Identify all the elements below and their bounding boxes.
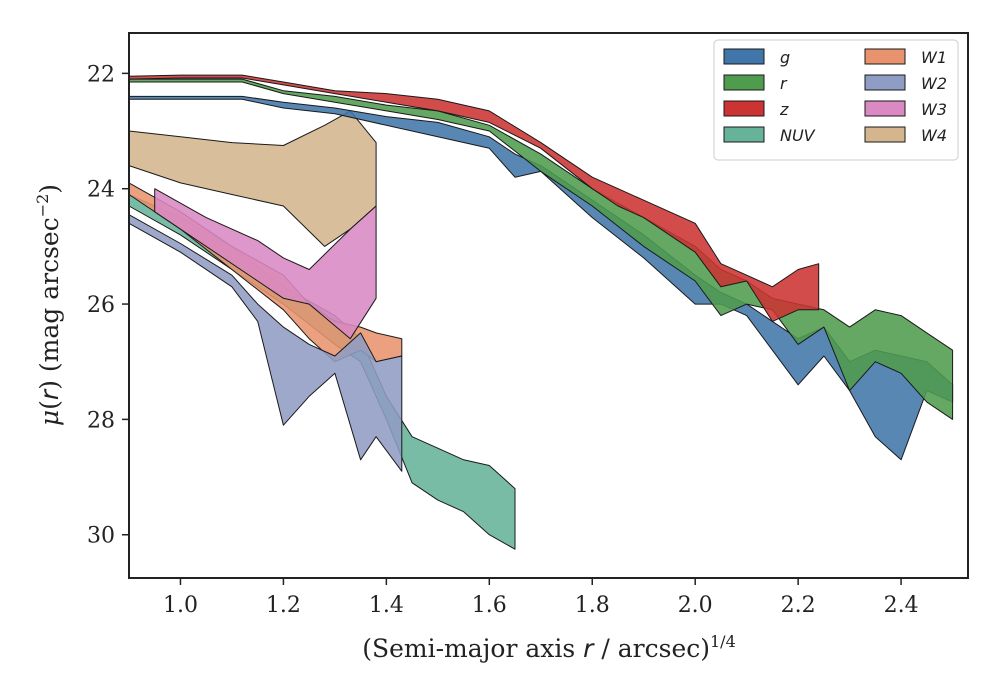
legend-swatch (723, 126, 765, 143)
y-axis-title: μ(r) (mag arcsec−2) (33, 184, 64, 426)
legend-label: r (780, 74, 788, 93)
x-tick-label: 1.8 (575, 593, 610, 618)
legend-swatch (723, 74, 765, 91)
x-axis-ticks: 1.0 1.2 1.4 1.6 1.8 2.0 2.2 2.4 (163, 578, 919, 618)
x-axis-title: (Semi-major axis r / arcsec)1/4 (362, 632, 736, 663)
legend-swatch (864, 74, 906, 91)
band-layer (128, 74, 954, 550)
x-tick-label: 2.4 (884, 593, 919, 618)
legend-label: W4 (921, 126, 947, 145)
y-tick-label: 28 (87, 408, 115, 433)
band-r (128, 78, 954, 420)
x-tick-label: 1.6 (472, 593, 507, 618)
x-tick-label: 1.2 (266, 593, 301, 618)
y-tick-label: 30 (87, 524, 115, 549)
legend-swatch (864, 100, 906, 117)
legend-swatch (723, 48, 765, 65)
plot-frame (128, 32, 969, 579)
y-tick-label: 22 (87, 62, 115, 87)
legend-swatch (864, 48, 906, 65)
y-tick-label: 26 (87, 293, 115, 318)
x-tick-label: 1.0 (163, 593, 198, 618)
x-tick-label: 2.0 (678, 593, 713, 618)
legend-swatch (723, 100, 765, 117)
legend: grz NUV W1 W2 W3 W4 (713, 39, 959, 161)
legend-swatch (864, 126, 906, 143)
x-tick-label: 2.2 (781, 593, 816, 618)
y-axis-ticks: 22 24 26 28 30 (87, 62, 129, 549)
legend-label: W1 (921, 48, 947, 67)
x-tick-label: 1.4 (369, 593, 404, 618)
band-w3 (154, 188, 377, 340)
band-z (128, 74, 820, 322)
legend-label: z (779, 100, 789, 119)
y-tick-label: 24 (87, 178, 115, 203)
legend-label: NUV (780, 126, 816, 145)
legend-label: W2 (921, 74, 947, 93)
legend-label: W3 (921, 100, 947, 119)
band-w2 (128, 214, 403, 472)
legend-label: g (780, 48, 790, 67)
